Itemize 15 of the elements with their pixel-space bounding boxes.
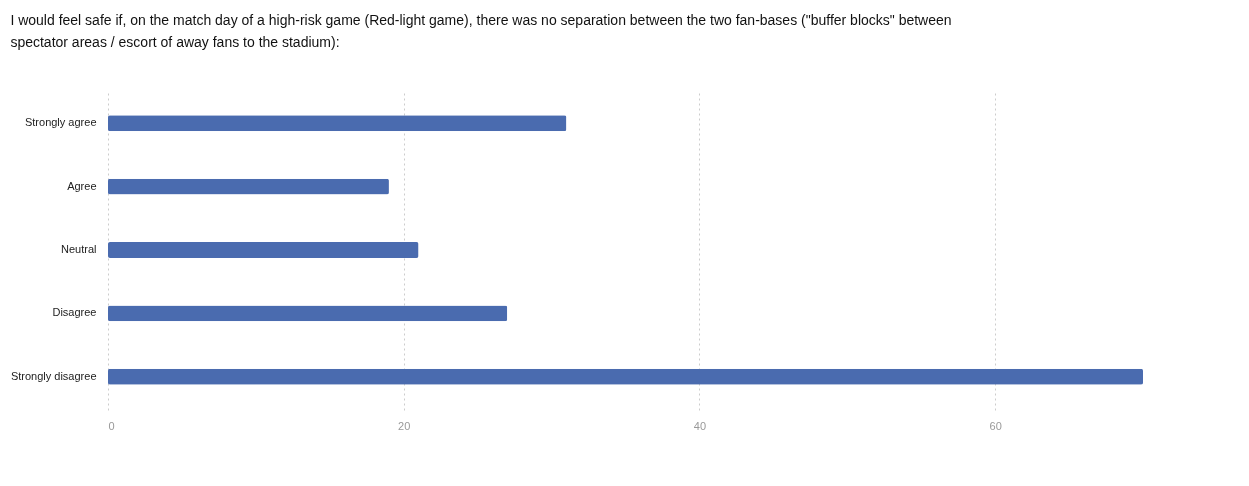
y-tick-label: Strongly agree (24, 116, 97, 129)
bar (108, 242, 419, 258)
y-tick-label: Disagree (52, 306, 97, 319)
bar (108, 368, 1143, 385)
y-tick-label: Strongly disagree (10, 369, 97, 382)
x-tick-label: 0 (108, 419, 115, 432)
y-tick-label: Agree (67, 179, 97, 192)
bar (108, 115, 567, 132)
bar (108, 305, 508, 322)
x-tick-label: 20 (398, 419, 411, 432)
x-tick-label: 60 (989, 419, 1002, 432)
bar (108, 178, 389, 195)
chart-title: I would feel safe if, on the match day of a high-risk game (Red-light game), there was no separation between the two fan-bases ("buffer blocks" between spectator areas / escort of away fans to the stadium): (10, 12, 952, 50)
y-tick-label: Neutral (61, 243, 97, 255)
x-tick-label: 40 (693, 419, 707, 432)
